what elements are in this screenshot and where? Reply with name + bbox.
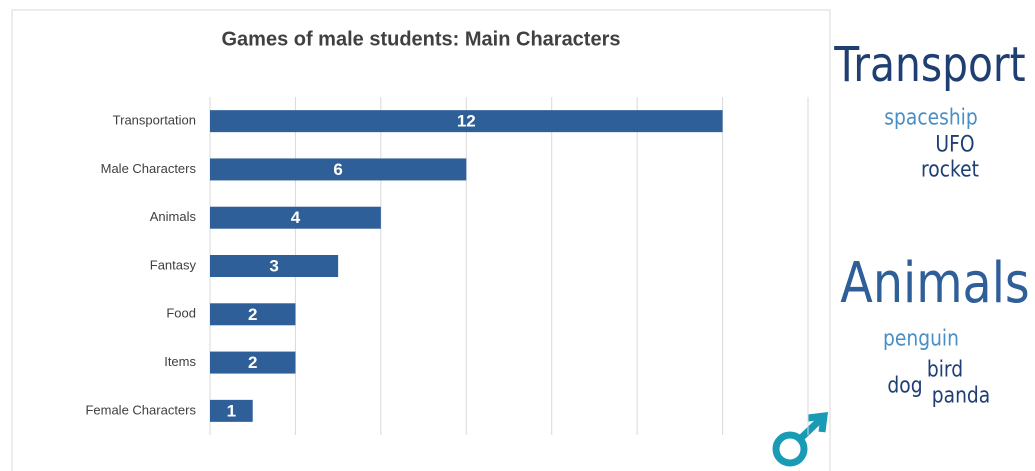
data-label: 2 [248, 353, 257, 372]
y-tick-label: Fantasy [150, 257, 197, 272]
y-tick-label: Male Characters [101, 161, 197, 176]
word: bird [927, 356, 963, 382]
y-tick-label: Animals [150, 209, 197, 224]
word: penguin [883, 325, 959, 351]
y-tick-label: Female Characters [85, 402, 196, 417]
chart-title: Games of male students: Main Characters [221, 28, 620, 50]
data-label: 4 [291, 208, 301, 227]
y-tick-label: Food [166, 306, 196, 321]
word: panda [932, 382, 990, 408]
page: Games of male students: Main Characters … [0, 0, 1035, 471]
word: dog [887, 372, 922, 398]
data-label: 2 [248, 305, 257, 324]
word: Animals [840, 251, 1029, 316]
word: spaceship [884, 104, 977, 130]
data-label: 3 [269, 256, 278, 275]
word: Transport [833, 37, 1025, 93]
data-label: 12 [457, 112, 476, 131]
y-tick-label: Items [164, 354, 196, 369]
data-label: 6 [333, 160, 342, 179]
word: UFO [935, 131, 974, 157]
data-label: 1 [227, 401, 236, 420]
word: rocket [921, 156, 979, 182]
y-tick-label: Transportation [113, 113, 196, 128]
